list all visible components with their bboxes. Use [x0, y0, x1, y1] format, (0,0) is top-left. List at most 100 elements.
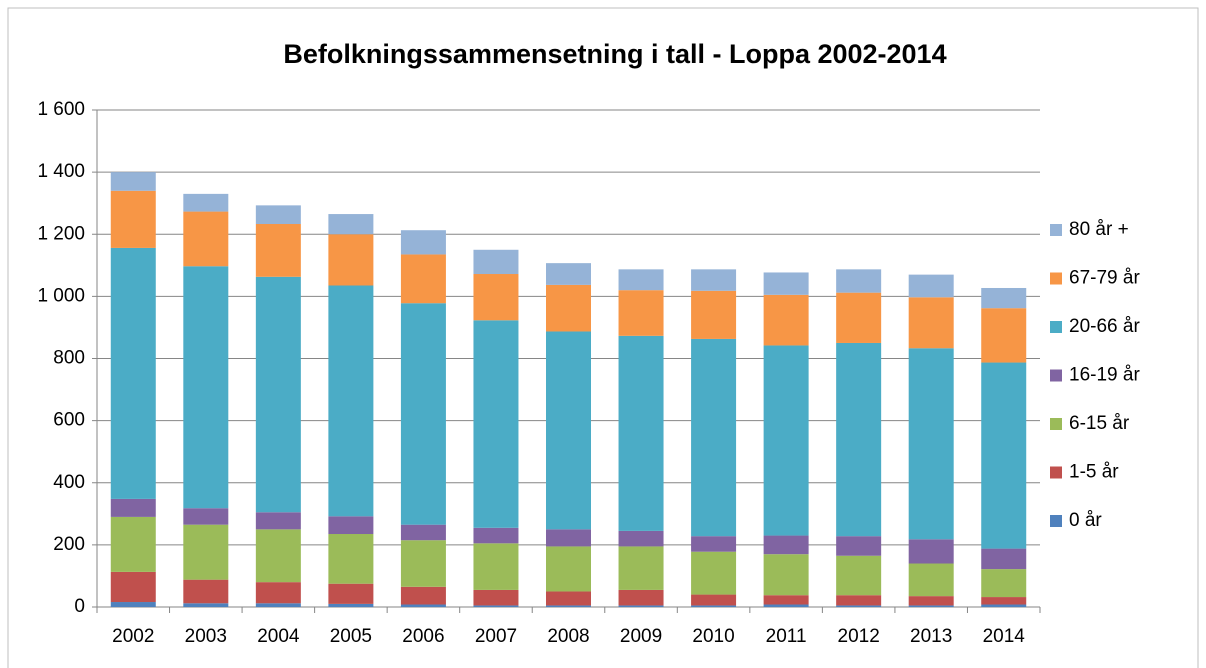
- bar-segment: [255, 223, 301, 277]
- bar-segment: [110, 498, 156, 517]
- bar-segment: [110, 571, 156, 603]
- bar-segment: [763, 595, 809, 605]
- bar-segment: [546, 331, 591, 530]
- bar-segment: [618, 589, 664, 606]
- legend-swatch: [1050, 224, 1062, 236]
- bar-segment: [908, 348, 954, 540]
- legend-label: 6-15 år: [1069, 413, 1130, 434]
- bar-segment: [691, 290, 737, 339]
- legend-swatch: [1050, 272, 1062, 285]
- legend-label: 20-66 år: [1069, 316, 1140, 337]
- bar-segment: [836, 555, 882, 596]
- bar-segment: [763, 294, 809, 346]
- bar-segment: [183, 211, 229, 267]
- bar-segment: [981, 597, 1027, 605]
- legend-label: 16-19 år: [1069, 365, 1140, 386]
- bar-segment: [763, 604, 809, 607]
- bar-segment: [763, 272, 809, 295]
- bar-segment: [763, 554, 809, 596]
- bar-segment: [691, 536, 737, 552]
- bar-segment: [328, 603, 374, 607]
- legend-label: 67-79 år: [1069, 268, 1140, 289]
- bar-segment: [328, 214, 374, 235]
- bar-segment: [110, 190, 156, 248]
- bar-segment: [183, 603, 229, 607]
- bar-segment: [473, 274, 519, 321]
- bar-segment: [618, 269, 664, 291]
- y-tick-label: 1 200: [37, 223, 85, 244]
- chart-title: Befolkningssammensetning i tall - Loppa …: [283, 39, 946, 69]
- bar-segment: [836, 269, 882, 293]
- x-tick-label: 2007: [475, 626, 517, 647]
- bar-segment: [473, 589, 519, 606]
- bar-segment: [328, 516, 374, 535]
- bar-segment: [473, 527, 519, 544]
- bar-segment: [255, 529, 301, 583]
- bar-segment: [546, 529, 591, 547]
- bar-segment: [981, 287, 1027, 309]
- bar-segment: [400, 604, 446, 607]
- bar-segment: [328, 234, 374, 286]
- bar-segment: [183, 524, 229, 580]
- bar-segment: [400, 540, 446, 587]
- bar-segment: [255, 512, 301, 530]
- bar-segment: [908, 605, 954, 607]
- bar-segment: [546, 591, 591, 606]
- x-tick-label: 2006: [402, 626, 444, 647]
- bar-segment: [908, 274, 954, 298]
- x-tick-label: 2005: [330, 626, 372, 647]
- legend-swatch: [1050, 418, 1062, 430]
- bar-segment: [908, 563, 954, 597]
- x-tick-label: 2004: [257, 626, 300, 647]
- bar-segment: [836, 342, 882, 537]
- legend-label: 1-5 år: [1069, 462, 1119, 483]
- y-tick-label: 800: [53, 348, 85, 369]
- x-tick-label: 2014: [983, 626, 1026, 647]
- bar-segment: [836, 292, 882, 343]
- x-tick-label: 2008: [547, 626, 589, 647]
- bar-segment: [981, 604, 1027, 607]
- bar-segment: [836, 605, 882, 607]
- x-tick-label: 2013: [910, 626, 952, 647]
- bar-segment: [400, 254, 446, 304]
- bar-segment: [618, 290, 664, 336]
- y-tick-label: 400: [53, 472, 85, 493]
- bar-segment: [908, 596, 954, 606]
- bar-segment: [183, 266, 229, 509]
- bar-segment: [255, 603, 301, 607]
- bar-segment: [981, 308, 1027, 363]
- bar-segment: [836, 595, 882, 606]
- legend-swatch: [1050, 369, 1062, 382]
- bar-segment: [328, 534, 374, 584]
- y-tick-label: 1 000: [37, 285, 85, 306]
- bar-segment: [618, 530, 664, 547]
- bar-segment: [981, 548, 1027, 570]
- bar-segment: [618, 546, 664, 590]
- bar-segment: [618, 605, 664, 607]
- bar-segment: [836, 536, 882, 556]
- bar-segment: [473, 543, 519, 590]
- bar-segment: [981, 569, 1027, 598]
- bar-segment: [473, 320, 519, 528]
- bar-segment: [691, 594, 737, 606]
- legend-label: 0 år: [1069, 510, 1102, 531]
- legend-swatch: [1050, 321, 1062, 333]
- bar-segment: [618, 335, 664, 531]
- bar-segment: [691, 605, 737, 607]
- x-tick-label: 2010: [692, 626, 734, 647]
- bar-segment: [400, 524, 446, 541]
- bar-segment: [110, 247, 156, 499]
- x-tick-label: 2011: [766, 626, 807, 647]
- y-tick-label: 0: [74, 596, 85, 617]
- bar-segment: [110, 602, 156, 607]
- bar-segment: [328, 583, 374, 604]
- bar-segment: [255, 276, 301, 513]
- bar-segment: [255, 582, 301, 604]
- bar-segment: [763, 345, 809, 536]
- bar-segment: [691, 269, 737, 291]
- legend-label: 80 år +: [1069, 219, 1129, 240]
- bar-segment: [183, 193, 229, 212]
- bar-segment: [183, 579, 229, 604]
- y-tick-label: 600: [53, 410, 85, 431]
